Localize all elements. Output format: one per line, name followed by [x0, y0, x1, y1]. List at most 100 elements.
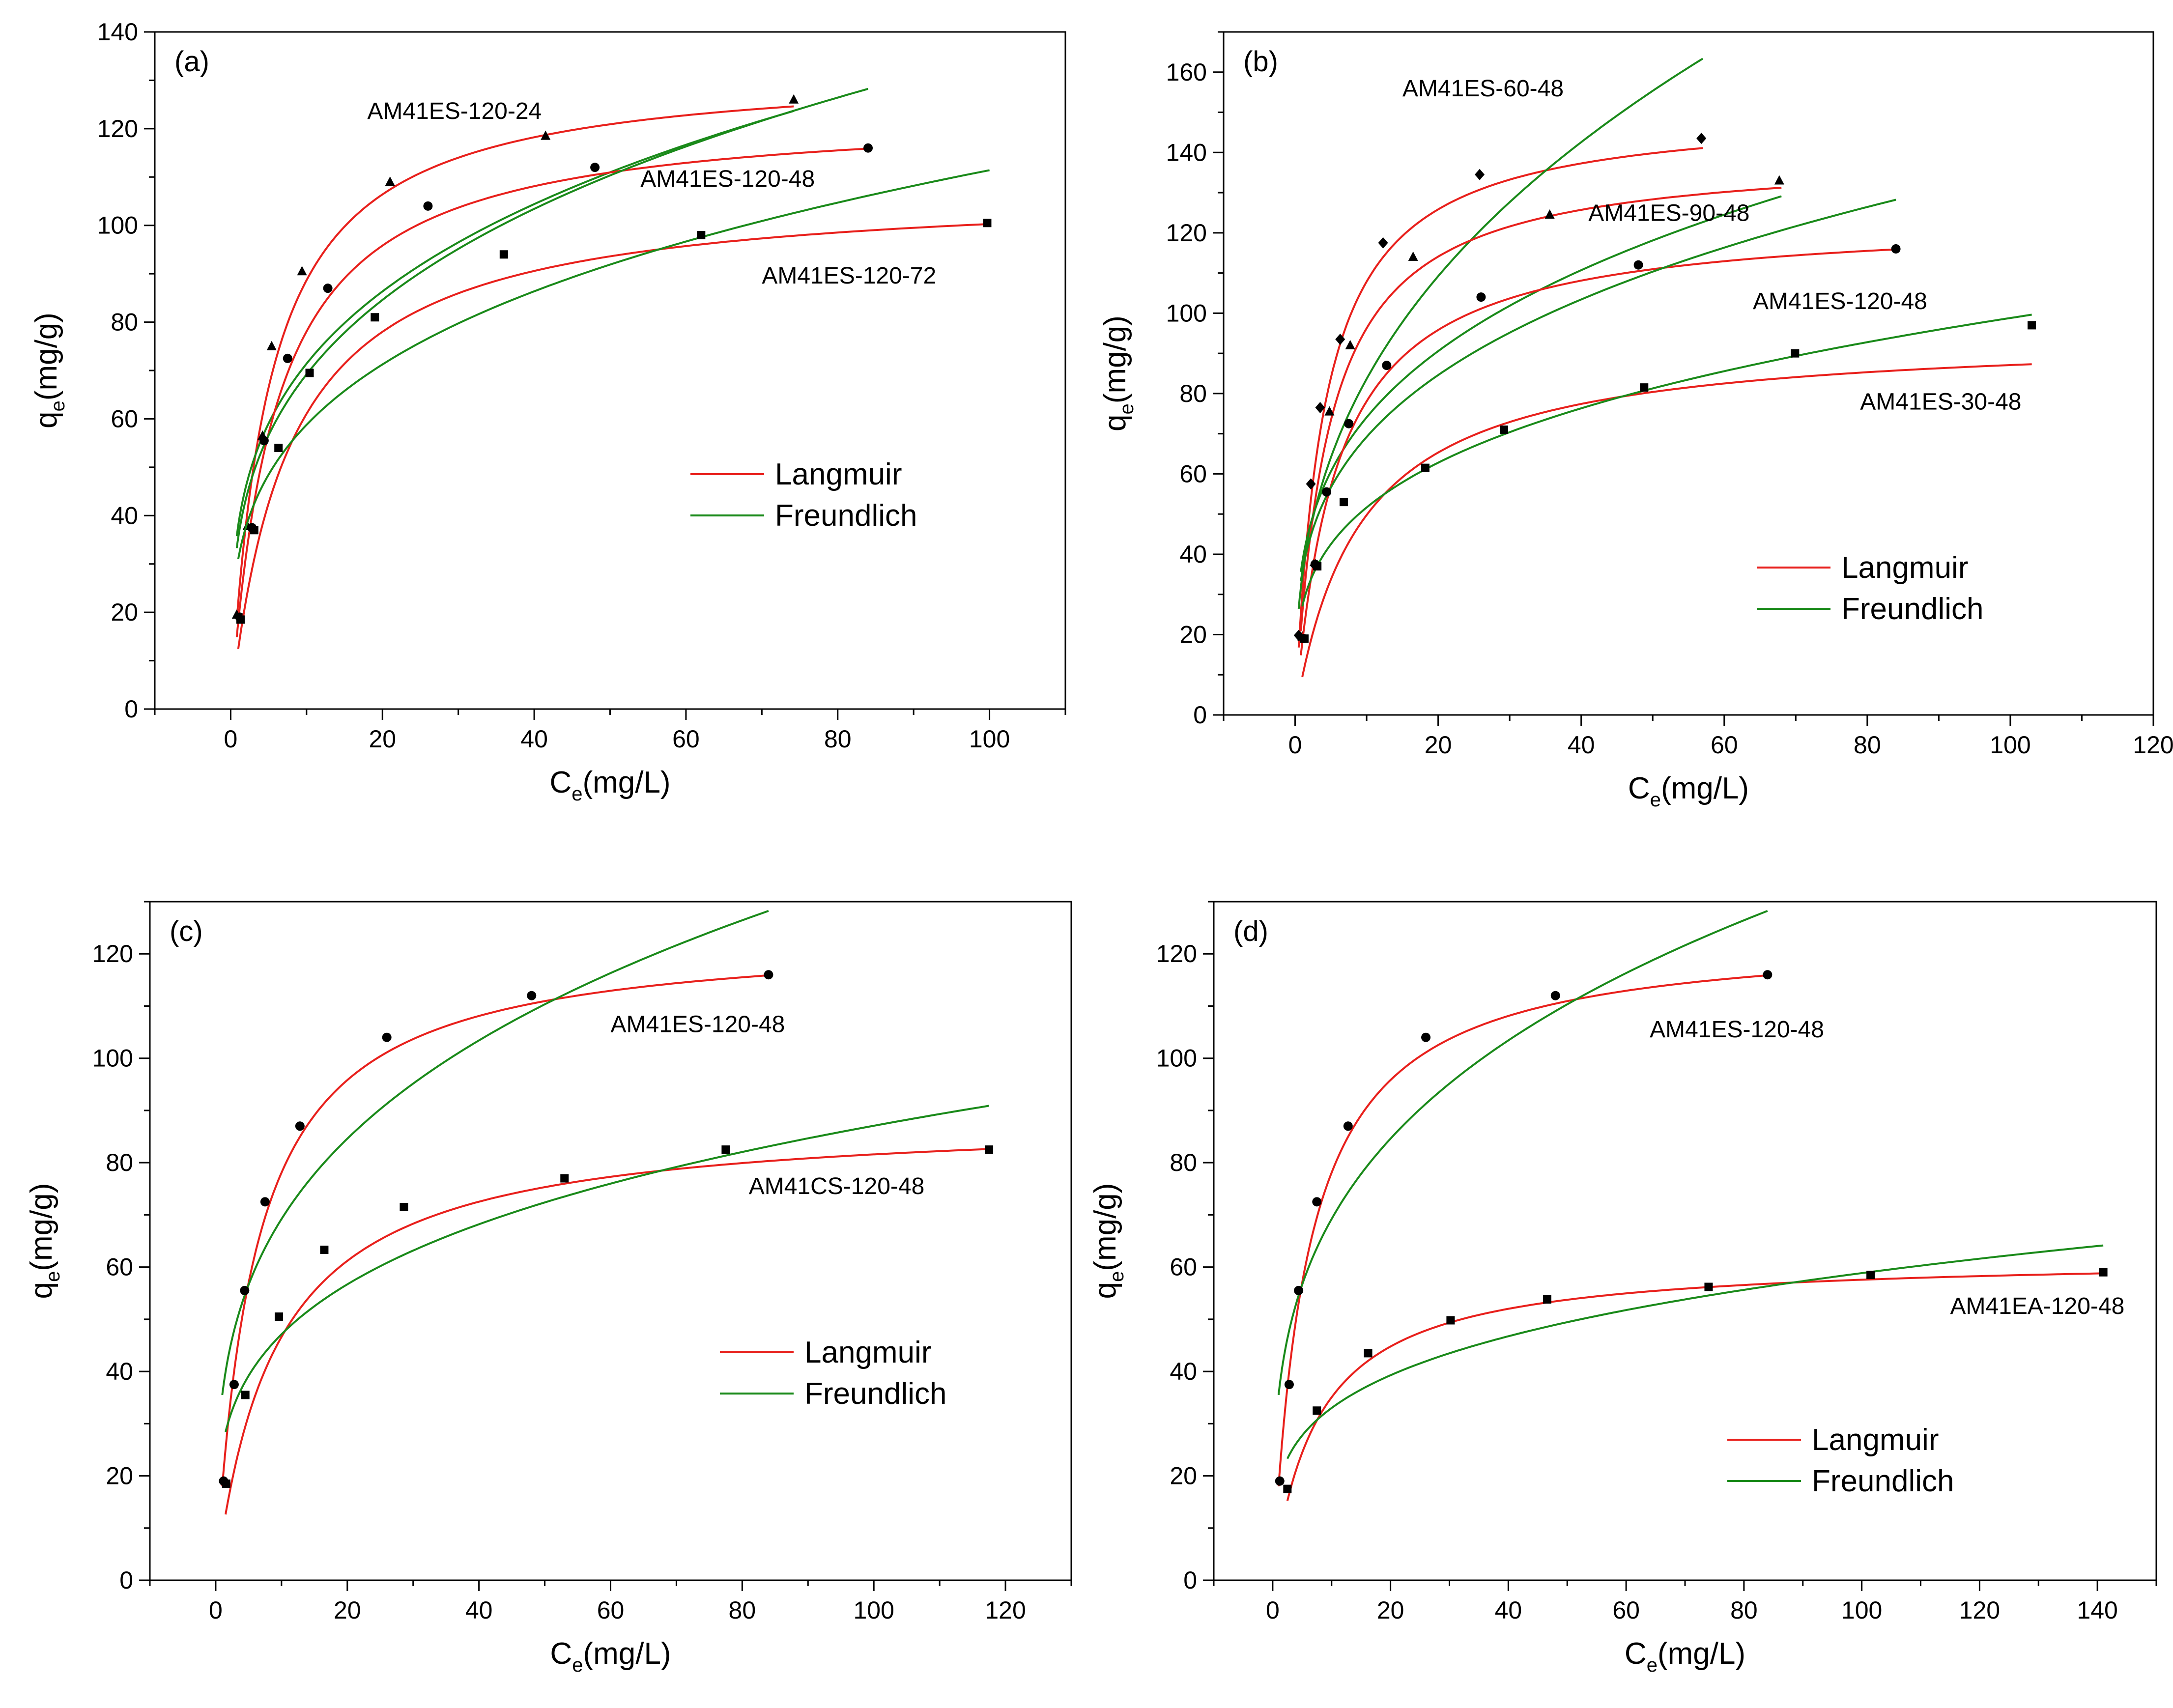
y-axis-title: qe(mg/g) [1098, 315, 1138, 431]
data-point [789, 94, 799, 104]
data-point [527, 991, 537, 1000]
data-point [1322, 487, 1332, 497]
data-point [1306, 478, 1316, 490]
x-tick-label: 80 [1730, 1596, 1758, 1624]
y-tick-label: 80 [106, 1149, 133, 1176]
data-point [1382, 361, 1392, 370]
data-point [1704, 1282, 1713, 1291]
series-label: AM41ES-120-48 [1753, 288, 1927, 314]
data-point [1313, 1406, 1321, 1415]
data-point [721, 1145, 730, 1154]
data-point [1475, 169, 1485, 180]
legend: Langmuir Freundlich [1727, 1423, 1954, 1498]
data-point [1774, 175, 1784, 185]
series-label: AM41ES-60-48 [1402, 76, 1564, 102]
legend: Langmuir Freundlich [720, 1336, 946, 1411]
panel-label: (c) [170, 915, 203, 947]
y-tick-label: 60 [111, 405, 138, 432]
x-tick-label: 0 [1266, 1596, 1280, 1624]
data-point [236, 615, 245, 624]
langmuir-fit-line [1286, 1272, 2104, 1501]
data-point [1283, 1484, 1292, 1493]
data-point [1543, 1295, 1551, 1304]
series-am41cs-120-48: AM41CS-120-48 [222, 1105, 994, 1515]
y-axis-title: qe(mg/g) [29, 313, 69, 428]
legend-label-langmuir: Langmuir [1841, 551, 1968, 585]
panel-label: (a) [174, 46, 209, 78]
series-am41es-120-48: AM41ES-120-48 [235, 87, 873, 638]
plot-frame [1223, 31, 2154, 716]
data-point [259, 436, 269, 446]
y-tick-label: 60 [106, 1253, 133, 1281]
data-point [320, 1246, 329, 1254]
data-point [499, 250, 508, 259]
data-point [983, 219, 992, 228]
data-point [423, 201, 433, 211]
data-point [250, 526, 258, 535]
y-tick-label: 80 [1170, 1149, 1197, 1176]
series-label: AM41ES-120-72 [762, 263, 936, 289]
series-am41es-30-48: AM41ES-30-48 [1300, 313, 2036, 678]
y-axis-title: qe(mg/g) [25, 1183, 64, 1299]
data-point [1335, 334, 1345, 345]
x-tick-label: 80 [1854, 731, 1881, 759]
data-point [1633, 260, 1643, 270]
y-tick-label: 100 [97, 212, 138, 239]
panel-label: (d) [1233, 915, 1268, 947]
data-point [1344, 419, 1354, 428]
y-tick-label: 160 [1166, 58, 1207, 86]
data-point [222, 1479, 230, 1488]
x-axis-title: Ce(mg/L) [550, 1637, 671, 1676]
series-am41es-120-72: AM41ES-120-72 [236, 169, 992, 649]
x-tick-label: 100 [1990, 731, 2030, 759]
freundlich-fit-line [1300, 195, 1782, 572]
data-point [1763, 970, 1773, 980]
legend-label-freundlich: Freundlich [1841, 592, 1983, 626]
data-point [1544, 209, 1555, 219]
y-tick-label: 100 [1166, 299, 1207, 327]
y-tick-label: 0 [119, 1566, 133, 1594]
data-point [371, 313, 379, 322]
x-tick-label: 20 [369, 725, 396, 753]
data-point [1345, 340, 1355, 349]
y-tick-label: 120 [97, 115, 138, 142]
data-point [541, 130, 551, 140]
y-tick-label: 100 [92, 1045, 133, 1072]
data-point [1891, 244, 1901, 254]
x-tick-label: 20 [1425, 731, 1452, 759]
x-tick-label: 0 [224, 725, 238, 753]
data-point [1315, 402, 1325, 413]
x-tick-label: 120 [1959, 1596, 2000, 1624]
freundlich-fit-line [237, 169, 990, 560]
legend-label-langmuir: Langmuir [804, 1336, 931, 1369]
x-tick-label: 60 [597, 1596, 625, 1624]
y-tick-label: 140 [97, 18, 138, 46]
series-label: AM41EA-120-48 [1950, 1293, 2124, 1319]
y-tick-label: 20 [106, 1462, 133, 1490]
y-tick-label: 20 [111, 598, 138, 626]
data-point [283, 353, 292, 363]
y-tick-label: 0 [124, 695, 138, 723]
y-tick-label: 40 [106, 1358, 133, 1385]
x-tick-label: 100 [969, 725, 1010, 753]
x-tick-label: 120 [2133, 731, 2173, 759]
data-point [1421, 1032, 1431, 1042]
data-point [1421, 463, 1430, 472]
y-tick-label: 40 [1179, 541, 1207, 568]
x-tick-label: 0 [209, 1596, 223, 1624]
data-point [2099, 1268, 2108, 1277]
x-tick-label: 20 [1377, 1596, 1404, 1624]
data-point [1500, 425, 1509, 434]
x-axis-title: Ce(mg/L) [1625, 1637, 1745, 1676]
freundlich-fit-line [221, 910, 769, 1395]
data-point [590, 163, 600, 172]
legend: Langmuir Freundlich [1757, 551, 1983, 626]
series-am41ea-120-48: AM41EA-120-48 [1283, 1244, 2124, 1501]
legend-label-langmuir: Langmuir [775, 457, 902, 491]
panel-c: 0 20 40 60 80 100 120 0 20 40 60 80 100 120 Ce(mg/L) qe… [25, 901, 1072, 1676]
series-label: AM41ES-120-48 [1650, 1017, 1824, 1043]
panel-a: 0 20 40 60 80 100 0 20 40 60 80 100 120 140 Ce(mg/L) qe… [29, 18, 1066, 805]
x-tick-label: 40 [520, 725, 548, 753]
legend: Langmuir Freundlich [690, 457, 917, 533]
